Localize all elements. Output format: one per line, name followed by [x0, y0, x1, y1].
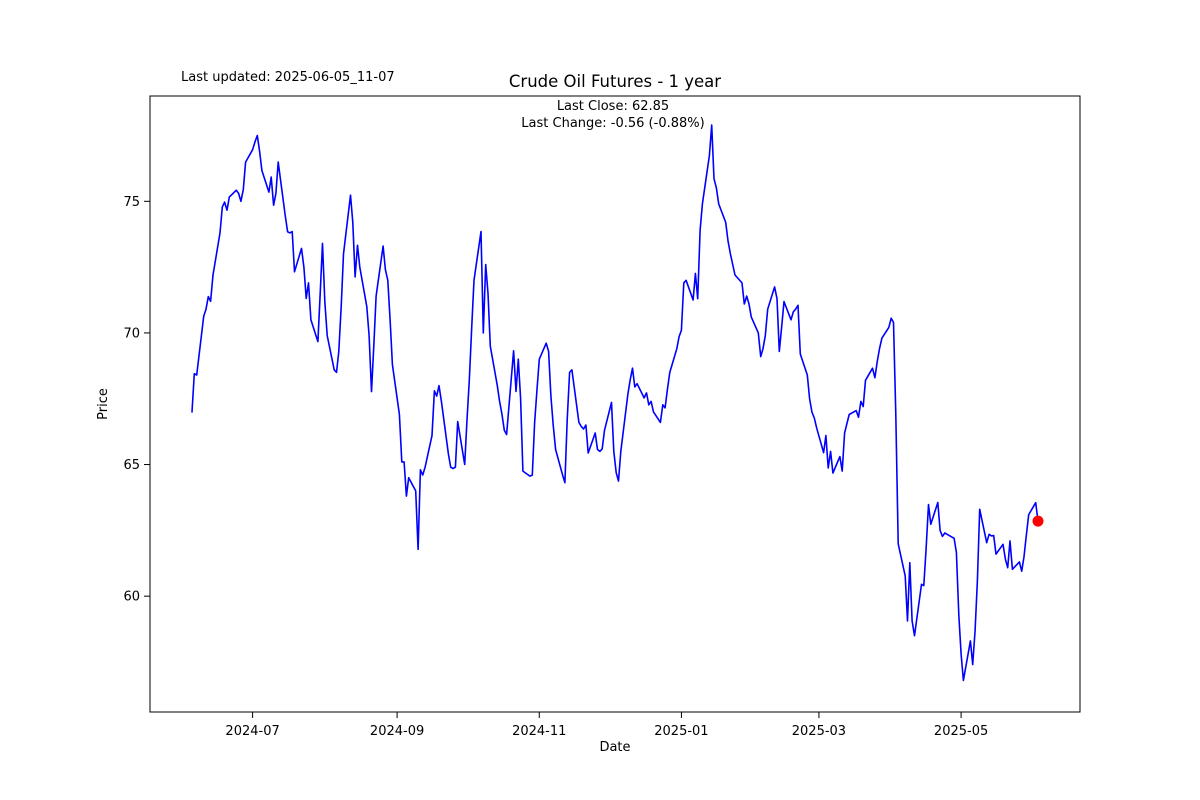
last-updated-label: Last updated: 2025-06-05_11-07	[181, 70, 395, 85]
y-tick-label: 65	[123, 458, 140, 473]
y-tick-label: 70	[123, 326, 140, 341]
x-tick-label: 2025-05	[934, 724, 988, 739]
price-line	[191, 124, 1039, 682]
y-tick-label: 60	[123, 590, 140, 605]
x-tick-label: 2025-01	[654, 724, 708, 739]
x-tick-label: 2024-07	[225, 724, 279, 739]
annotation-last-close: Last Close: 62.85	[557, 99, 669, 114]
y-axis-label: Price	[96, 388, 111, 420]
chart-title: Crude Oil Futures - 1 year	[509, 72, 721, 91]
x-axis-label: Date	[599, 740, 630, 755]
x-tick-label: 2024-09	[370, 724, 424, 739]
x-axis-ticks: 2024-07 2024-09 2024-11 2025-01 2025-03 2025-…	[225, 712, 988, 739]
annotation-last-change: Last Change: -0.56 (-0.88%)	[521, 116, 704, 131]
y-axis-ticks: 60 65 70 75	[123, 195, 150, 605]
x-tick-label: 2025-03	[792, 724, 846, 739]
y-tick-label: 75	[123, 195, 140, 210]
plot-area	[149, 95, 1081, 713]
x-tick-label: 2024-11	[512, 724, 566, 739]
last-close-marker	[1032, 515, 1044, 527]
